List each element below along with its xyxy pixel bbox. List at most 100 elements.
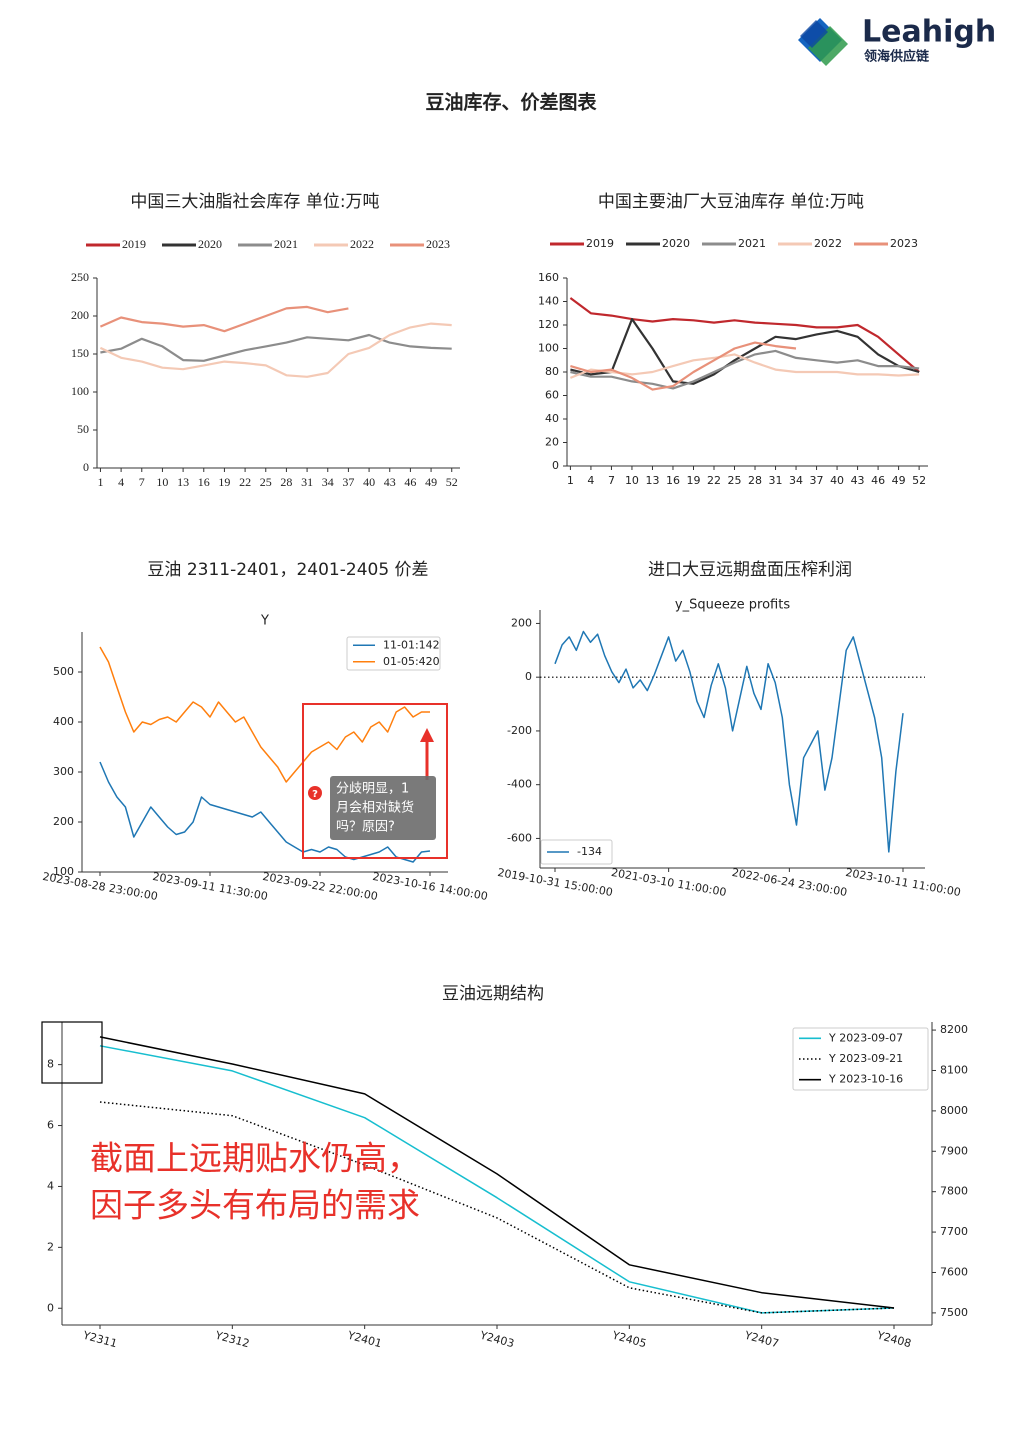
x-tick-label: 7 (608, 474, 615, 487)
series-line (569, 353, 920, 379)
x-tick-label: 34 (322, 475, 334, 489)
x-tick-label: 25 (260, 475, 272, 489)
legend-label: 2019 (122, 237, 146, 251)
arrow-head (420, 728, 434, 742)
page-title: 豆油库存、价差图表 (425, 91, 597, 114)
x-tick-label: 28 (748, 474, 762, 487)
y2-tick-label: 7600 (940, 1265, 968, 1278)
tooltip (330, 776, 436, 840)
x-tick-label: Y2403 (478, 1328, 516, 1350)
annotation: 吗？原因? (336, 820, 395, 835)
series-line (100, 333, 452, 362)
logo-name: Leahigh (862, 15, 996, 50)
x-tick-label: Y2407 (742, 1328, 780, 1350)
series-line (570, 341, 797, 391)
y-tick-label: 6 (47, 1119, 54, 1132)
chart-title: 豆油 2311-2401，2401-2405 价差 (147, 560, 428, 580)
y-tick-label: 100 (71, 384, 89, 398)
legend-label: 2023 (890, 237, 918, 250)
legend-label: Y 2023-09-07 (828, 1031, 903, 1044)
y-tick-label: 100 (538, 342, 559, 355)
y-tick-label: 140 (538, 295, 559, 308)
legend-label: 2023 (426, 237, 450, 251)
y2-tick-label: 7500 (940, 1306, 968, 1319)
legend-label: 2022 (814, 237, 842, 250)
y-tick-label: 60 (545, 389, 559, 402)
annotation: 因子多头有布局的需求 (90, 1186, 420, 1225)
y-tick-label: -600 (507, 831, 532, 844)
badge (308, 786, 322, 800)
series-line (99, 1036, 895, 1309)
x-tick-label: 52 (446, 475, 458, 489)
legend-label: 2021 (738, 237, 766, 250)
series-line (570, 349, 920, 390)
y-tick-label: 0 (47, 1301, 54, 1314)
y-tick-label: 50 (77, 422, 89, 436)
x-tick-label: 34 (789, 474, 803, 487)
x-tick-label: 49 (892, 474, 906, 487)
y2-tick-label: 7700 (940, 1225, 968, 1238)
x-tick-label: 49 (425, 475, 437, 489)
y-tick-label: 200 (53, 815, 74, 828)
chart-subtitle: Y (260, 614, 269, 629)
y-tick-label: 400 (53, 715, 74, 728)
legend-label: 2019 (586, 237, 614, 250)
chart-title: 中国主要油厂大豆油库存 单位:万吨 (598, 192, 864, 212)
y-tick-label: 40 (545, 412, 559, 425)
legend-box (540, 839, 613, 865)
x-tick-label: 46 (871, 474, 885, 487)
x-tick-label: 40 (363, 475, 375, 489)
y-tick-label: 100 (53, 865, 74, 878)
y-tick-label: 20 (545, 436, 559, 449)
x-tick-label: 46 (404, 475, 416, 489)
x-tick-label: Y2311 (81, 1328, 119, 1350)
x-tick-label: 10 (625, 474, 639, 487)
annotation: 月会相对缺货 (336, 800, 414, 816)
x-tick-label: 1 (567, 474, 574, 487)
x-tick-label: 43 (851, 474, 865, 487)
x-tick-label: 4 (587, 474, 594, 487)
x-tick-label: 16 (666, 474, 680, 487)
legend-label: 2021 (274, 237, 298, 251)
series-line (99, 1101, 895, 1314)
y-tick-label: 150 (71, 346, 89, 360)
x-tick-label: 19 (218, 475, 230, 489)
y-tick-label: 8 (47, 1058, 54, 1071)
x-tick-label: Y2401 (345, 1328, 383, 1350)
y-tick-label: 200 (511, 616, 532, 629)
x-tick-label: 31 (301, 475, 313, 489)
y-tick-label: 4 (47, 1179, 54, 1192)
y2-tick-label: 7800 (940, 1185, 968, 1198)
y2-tick-label: 7900 (940, 1144, 968, 1157)
y-tick-label: 2 (47, 1240, 54, 1253)
y-tick-label: 500 (53, 665, 74, 678)
y-tick-label: 160 (538, 271, 559, 284)
y2-tick-label: 8000 (940, 1104, 968, 1117)
x-tick-label: 25 (728, 474, 742, 487)
frame-box (41, 1021, 103, 1084)
x-tick-label: 22 (239, 475, 251, 489)
y-tick-label: 120 (538, 318, 559, 331)
series-line (570, 318, 920, 385)
annotation: 分歧明显，1 (336, 782, 409, 797)
logo-sub: 领海供应链 (864, 49, 930, 65)
legend-label: Y 2023-10-16 (828, 1073, 903, 1086)
x-tick-label: Y2405 (610, 1328, 648, 1350)
x-tick-label: 37 (342, 475, 354, 489)
x-tick-label: 16 (198, 475, 210, 489)
y2-tick-label: 8200 (940, 1023, 968, 1036)
legend-label: Y 2023-09-21 (828, 1052, 903, 1065)
series-line (99, 761, 431, 863)
x-tick-label: 28 (280, 475, 292, 489)
y-tick-label: 80 (545, 365, 559, 378)
y-tick-label: -400 (507, 778, 532, 791)
legend-box (792, 1027, 929, 1091)
y-tick-label: 200 (71, 308, 89, 322)
series-line (99, 322, 452, 378)
x-tick-label: 52 (912, 474, 926, 487)
x-tick-label: 10 (156, 475, 168, 489)
y-tick-label: 0 (525, 670, 532, 683)
chart-subtitle: y_Squeeze profits (675, 598, 790, 613)
x-tick-label: 13 (177, 475, 189, 489)
legend-label: -134 (577, 845, 602, 858)
